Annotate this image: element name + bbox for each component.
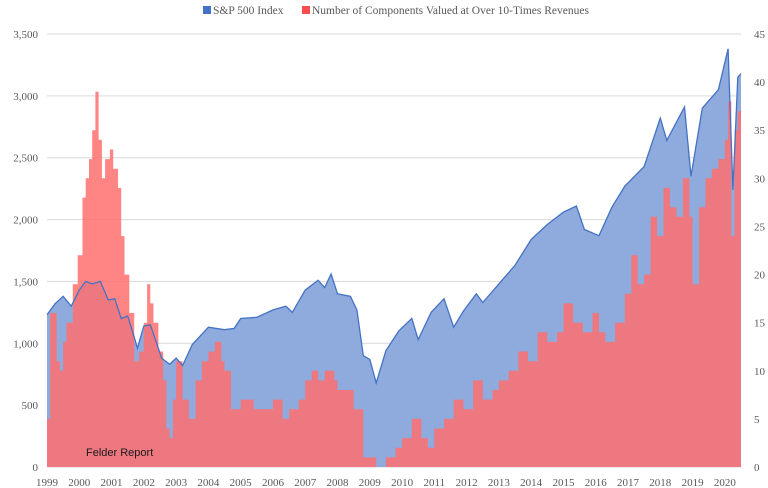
x-axis-tick-label: 1999 <box>36 477 59 488</box>
x-axis-tick-label: 2006 <box>262 477 285 488</box>
right-axis: 0 5 10 15 20 25 30 35 40 45 <box>754 29 766 474</box>
x-axis-tick-label: 2020 <box>714 477 737 488</box>
x-axis-tick-label: 2019 <box>682 477 705 488</box>
left-axis-tick-label: 500 <box>22 400 39 412</box>
x-axis-tick-label: 2005 <box>230 477 253 488</box>
legend: S&P 500 Index Number of Components Valued… <box>203 5 589 17</box>
left-axis-tick-label: 3,000 <box>13 91 38 103</box>
series-layer <box>46 48 742 468</box>
legend-swatch <box>203 6 211 14</box>
left-axis-tick-label: 1,500 <box>13 276 38 288</box>
x-axis-tick-label: 2014 <box>520 477 543 488</box>
right-axis-tick-label: 0 <box>754 462 760 474</box>
right-axis-tick-label: 5 <box>754 414 760 426</box>
right-axis-tick-label: 45 <box>754 29 766 41</box>
left-axis-tick-label: 1,000 <box>13 338 38 350</box>
x-axis-tick-label: 2015 <box>552 477 575 488</box>
x-axis-tick-label: 2010 <box>391 477 414 488</box>
legend-swatch <box>302 6 310 14</box>
left-axis-tick-label: 3,500 <box>13 29 38 41</box>
x-axis-tick-label: 2001 <box>101 477 123 488</box>
x-axis-tick-label: 2013 <box>488 477 511 488</box>
legend-label: Number of Components Valued at Over 10-T… <box>312 5 589 17</box>
x-axis-tick-label: 2009 <box>359 477 382 488</box>
right-axis-tick-label: 25 <box>754 221 766 233</box>
left-axis-tick-label: 2,500 <box>13 153 38 165</box>
right-axis-tick-label: 30 <box>754 173 766 185</box>
right-axis-tick-label: 35 <box>754 125 766 137</box>
x-axis-tick-label: 2000 <box>68 477 91 488</box>
x-axis-tick-label: 2011 <box>424 477 446 488</box>
x-axis-tick-label: 2016 <box>585 477 608 488</box>
right-axis-tick-label: 20 <box>754 270 766 282</box>
left-axis-tick-label: 2,000 <box>13 215 38 227</box>
right-axis-tick-label: 15 <box>754 318 766 330</box>
sp500-line <box>46 48 742 386</box>
right-axis-tick-label: 10 <box>754 366 766 378</box>
components-count-area <box>47 91 741 467</box>
watermark-text: Felder Report <box>86 447 153 459</box>
x-axis-tick-label: 2012 <box>456 477 478 488</box>
x-axis-tick-label: 2003 <box>165 477 188 488</box>
x-axis-tick-label: 2004 <box>197 477 220 488</box>
legend-label: S&P 500 Index <box>213 5 284 17</box>
right-axis-tick-label: 40 <box>754 77 766 89</box>
x-axis-tick-label: 2008 <box>327 477 350 488</box>
x-axis-tick-label: 2007 <box>294 477 317 488</box>
left-axis: 0 500 1,000 1,500 2,000 2,500 3,000 3,500 <box>13 29 38 474</box>
x-axis-tick-label: 2002 <box>133 477 155 488</box>
x-axis-tick-label: 2018 <box>649 477 672 488</box>
left-axis-tick-label: 0 <box>33 462 39 474</box>
x-axis: 1999 2000 2001 2002 2003 2004 2005 2006 2007 2008… <box>36 477 736 488</box>
x-axis-tick-label: 2017 <box>617 477 640 488</box>
